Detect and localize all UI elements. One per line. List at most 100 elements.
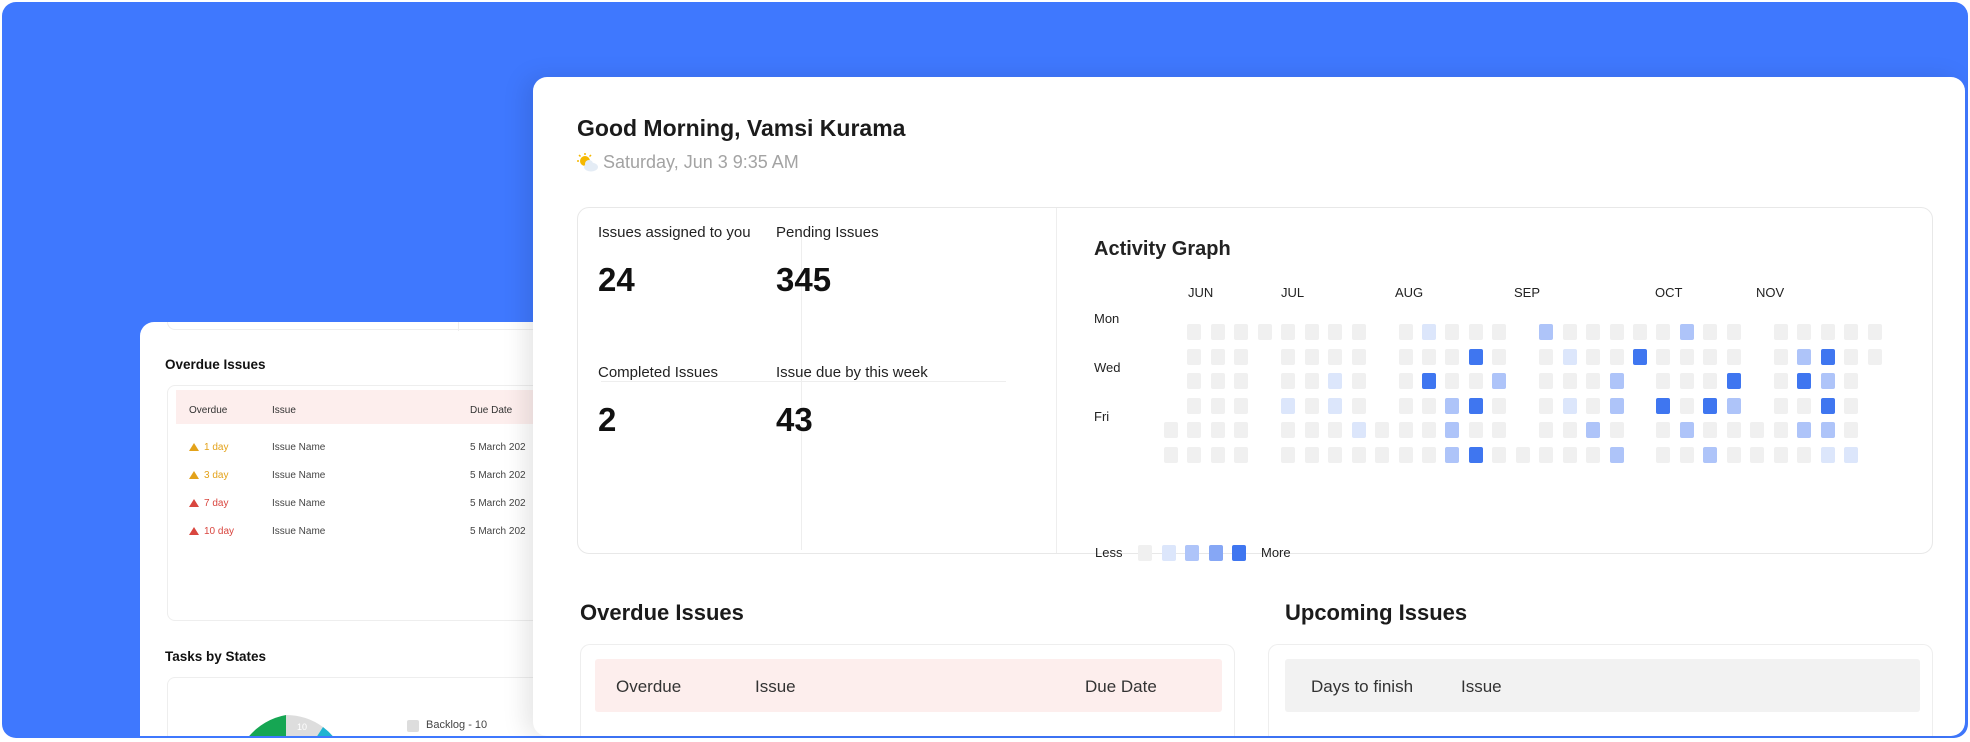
activity-cell[interactable]	[1210, 324, 1225, 340]
activity-cell[interactable]	[1726, 397, 1741, 414]
activity-cell[interactable]	[1445, 397, 1460, 414]
activity-cell[interactable]	[1562, 324, 1577, 340]
overdue-row[interactable]: 7 day Issue Name 5 March 202	[168, 498, 560, 516]
activity-cell[interactable]	[1609, 397, 1624, 414]
activity-cell[interactable]	[1234, 324, 1249, 340]
activity-cell[interactable]	[1164, 447, 1178, 463]
activity-cell[interactable]	[1586, 422, 1601, 439]
activity-cell[interactable]	[1539, 348, 1554, 365]
activity-cell[interactable]	[1351, 348, 1366, 365]
activity-cell[interactable]	[1586, 373, 1601, 390]
activity-cell[interactable]	[1328, 447, 1343, 463]
activity-cell[interactable]	[1844, 397, 1859, 414]
activity-cell[interactable]	[1586, 348, 1601, 365]
activity-cell[interactable]	[1210, 373, 1225, 390]
activity-cell[interactable]	[1468, 397, 1483, 414]
activity-cell[interactable]	[1351, 373, 1366, 390]
activity-cell[interactable]	[1844, 447, 1859, 463]
activity-cell[interactable]	[1375, 422, 1390, 439]
activity-cell[interactable]	[1257, 324, 1272, 340]
activity-cell[interactable]	[1234, 397, 1249, 414]
activity-cell[interactable]	[1421, 348, 1436, 365]
activity-cell[interactable]	[1820, 447, 1835, 463]
activity-cell[interactable]	[1844, 348, 1859, 365]
activity-cell[interactable]	[1164, 422, 1178, 439]
activity-cell[interactable]	[1703, 373, 1718, 390]
activity-cell[interactable]	[1445, 422, 1460, 439]
activity-cell[interactable]	[1492, 348, 1507, 365]
activity-cell[interactable]	[1539, 447, 1554, 463]
activity-cell[interactable]	[1562, 373, 1577, 390]
activity-cell[interactable]	[1609, 422, 1624, 439]
activity-cell[interactable]	[1844, 422, 1859, 439]
activity-cell[interactable]	[1398, 348, 1413, 365]
activity-cell[interactable]	[1726, 373, 1741, 390]
activity-cell[interactable]	[1398, 373, 1413, 390]
activity-cell[interactable]	[1679, 397, 1694, 414]
activity-cell[interactable]	[1210, 422, 1225, 439]
activity-cell[interactable]	[1820, 397, 1835, 414]
activity-cell[interactable]	[1281, 422, 1296, 439]
activity-cell[interactable]	[1703, 447, 1718, 463]
activity-cell[interactable]	[1328, 397, 1343, 414]
activity-cell[interactable]	[1562, 397, 1577, 414]
activity-cell[interactable]	[1797, 348, 1812, 365]
activity-cell[interactable]	[1633, 348, 1647, 365]
activity-cell[interactable]	[1820, 373, 1835, 390]
activity-cell[interactable]	[1539, 324, 1554, 340]
activity-cell[interactable]	[1281, 324, 1296, 340]
activity-cell[interactable]	[1820, 348, 1835, 365]
activity-cell[interactable]	[1304, 422, 1319, 439]
activity-cell[interactable]	[1820, 422, 1835, 439]
activity-cell[interactable]	[1468, 447, 1483, 463]
activity-cell[interactable]	[1234, 422, 1249, 439]
activity-cell[interactable]	[1187, 422, 1202, 439]
activity-cell[interactable]	[1562, 422, 1577, 439]
activity-cell[interactable]	[1468, 324, 1483, 340]
activity-cell[interactable]	[1492, 373, 1507, 390]
activity-cell[interactable]	[1375, 447, 1390, 463]
activity-cell[interactable]	[1679, 373, 1694, 390]
activity-cell[interactable]	[1445, 447, 1460, 463]
activity-cell[interactable]	[1398, 422, 1413, 439]
overdue-row[interactable]: 3 day Issue Name 5 March 202	[168, 470, 560, 488]
activity-cell[interactable]	[1492, 447, 1507, 463]
activity-cell[interactable]	[1679, 422, 1694, 439]
activity-cell[interactable]	[1281, 373, 1296, 390]
activity-cell[interactable]	[1820, 324, 1835, 340]
activity-cell[interactable]	[1773, 348, 1788, 365]
activity-cell[interactable]	[1703, 324, 1718, 340]
activity-cell[interactable]	[1562, 348, 1577, 365]
activity-cell[interactable]	[1210, 447, 1225, 463]
activity-cell[interactable]	[1468, 422, 1483, 439]
activity-cell[interactable]	[1304, 373, 1319, 390]
activity-cell[interactable]	[1609, 348, 1624, 365]
activity-cell[interactable]	[1797, 422, 1812, 439]
activity-cell[interactable]	[1445, 348, 1460, 365]
activity-cell[interactable]	[1421, 324, 1436, 340]
activity-cell[interactable]	[1797, 324, 1812, 340]
activity-cell[interactable]	[1656, 422, 1671, 439]
activity-cell[interactable]	[1679, 348, 1694, 365]
activity-cell[interactable]	[1750, 422, 1765, 439]
activity-cell[interactable]	[1656, 324, 1671, 340]
activity-cell[interactable]	[1328, 373, 1343, 390]
activity-cell[interactable]	[1773, 422, 1788, 439]
activity-cell[interactable]	[1586, 397, 1601, 414]
activity-cell[interactable]	[1281, 447, 1296, 463]
activity-cell[interactable]	[1328, 324, 1343, 340]
activity-cell[interactable]	[1773, 324, 1788, 340]
activity-cell[interactable]	[1421, 373, 1436, 390]
activity-cell[interactable]	[1656, 348, 1671, 365]
activity-cell[interactable]	[1398, 447, 1413, 463]
activity-cell[interactable]	[1797, 397, 1812, 414]
overdue-row[interactable]: 1 day Issue Name 5 March 202	[168, 442, 560, 460]
activity-cell[interactable]	[1703, 422, 1718, 439]
activity-cell[interactable]	[1633, 324, 1647, 340]
activity-cell[interactable]	[1539, 373, 1554, 390]
activity-cell[interactable]	[1187, 348, 1202, 365]
activity-cell[interactable]	[1187, 324, 1202, 340]
activity-cell[interactable]	[1492, 324, 1507, 340]
activity-cell[interactable]	[1468, 348, 1483, 365]
activity-cell[interactable]	[1703, 397, 1718, 414]
